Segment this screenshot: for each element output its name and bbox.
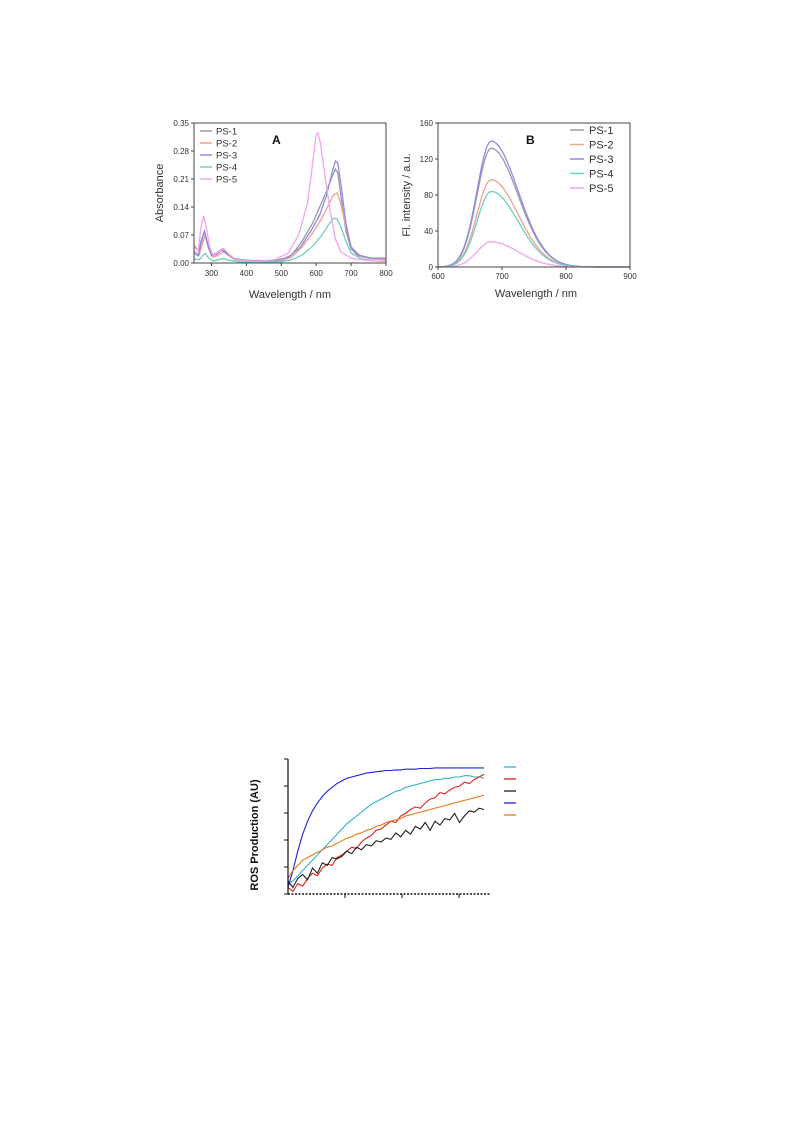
y-tick-label: 120 <box>420 155 434 164</box>
panel-label-b: B <box>526 133 535 147</box>
series-line-5 <box>287 794 485 879</box>
x-tick-label: 700 <box>495 272 509 281</box>
absorbance-chart: 300 400 500 600 700 800 0.00 0.07 0.14 0.21 0.28 0… <box>154 119 393 301</box>
legend-label: PS-3 <box>216 151 237 162</box>
legend-label: PS-3 <box>589 154 613 166</box>
x-tick-label: 900 <box>623 272 637 281</box>
series-line-ps-3 <box>193 159 386 262</box>
y-axis-label: ROS Production (AU) <box>249 779 261 891</box>
x-tick-label: 400 <box>240 269 254 278</box>
x-tick-label: 500 <box>275 269 289 278</box>
panel-label-a: A <box>272 133 281 147</box>
y-tick-label: 0.07 <box>173 231 189 240</box>
x-tick-label: 700 <box>344 269 358 278</box>
y-axis-label: Fl. intensity / a.u. <box>401 153 413 236</box>
y-tick-label: 0.28 <box>173 147 189 156</box>
series-line-2 <box>287 773 485 893</box>
legend-label: PS-5 <box>216 175 237 186</box>
x-tick-label: 800 <box>559 272 573 281</box>
y-tick-label: 80 <box>424 191 433 200</box>
legend-label: PS-5 <box>589 183 613 195</box>
y-tick-label: 0.21 <box>173 175 189 184</box>
plot-frame <box>193 122 387 264</box>
legend-label: PS-2 <box>589 140 613 152</box>
y-tick-label: 0.35 <box>173 119 189 128</box>
y-tick-label: 0.14 <box>173 203 189 212</box>
y-tick-label: 40 <box>424 227 433 236</box>
x-axis-label: Wavelength / nm <box>249 289 331 301</box>
y-tick-label: 0.00 <box>173 259 189 268</box>
legend-label: PS-1 <box>589 125 613 137</box>
y-tick-label: 0 <box>429 263 434 272</box>
y-tick-label: 160 <box>420 119 434 128</box>
ros-chart: ROS Production (AU) <box>249 758 516 898</box>
legend-label: PS-4 <box>216 163 237 174</box>
legend-label: PS-2 <box>216 139 237 150</box>
series-line-1 <box>287 775 485 885</box>
x-axis-label: Wavelength / nm <box>495 288 577 300</box>
y-axis-label: Absorbance <box>154 164 166 223</box>
legend: PS-1 PS-2 PS-3 PS-4 PS-5 <box>570 125 613 195</box>
x-tick-label: 800 <box>379 269 393 278</box>
legend <box>504 766 516 816</box>
legend-label: PS-4 <box>589 169 613 181</box>
legend: PS-1PS-2PS-3PS-4PS-5 <box>200 127 237 186</box>
series-line-3 <box>287 807 485 889</box>
series-line-ps-4 <box>193 217 387 263</box>
x-tick-label: 300 <box>205 269 219 278</box>
series-line-4 <box>287 767 484 888</box>
legend-label: PS-1 <box>216 127 237 138</box>
series-line-ps-5 <box>193 131 387 263</box>
x-tick-label: 600 <box>431 272 445 281</box>
x-tick-label: 600 <box>310 269 324 278</box>
series-line-ps-4 <box>438 190 630 268</box>
